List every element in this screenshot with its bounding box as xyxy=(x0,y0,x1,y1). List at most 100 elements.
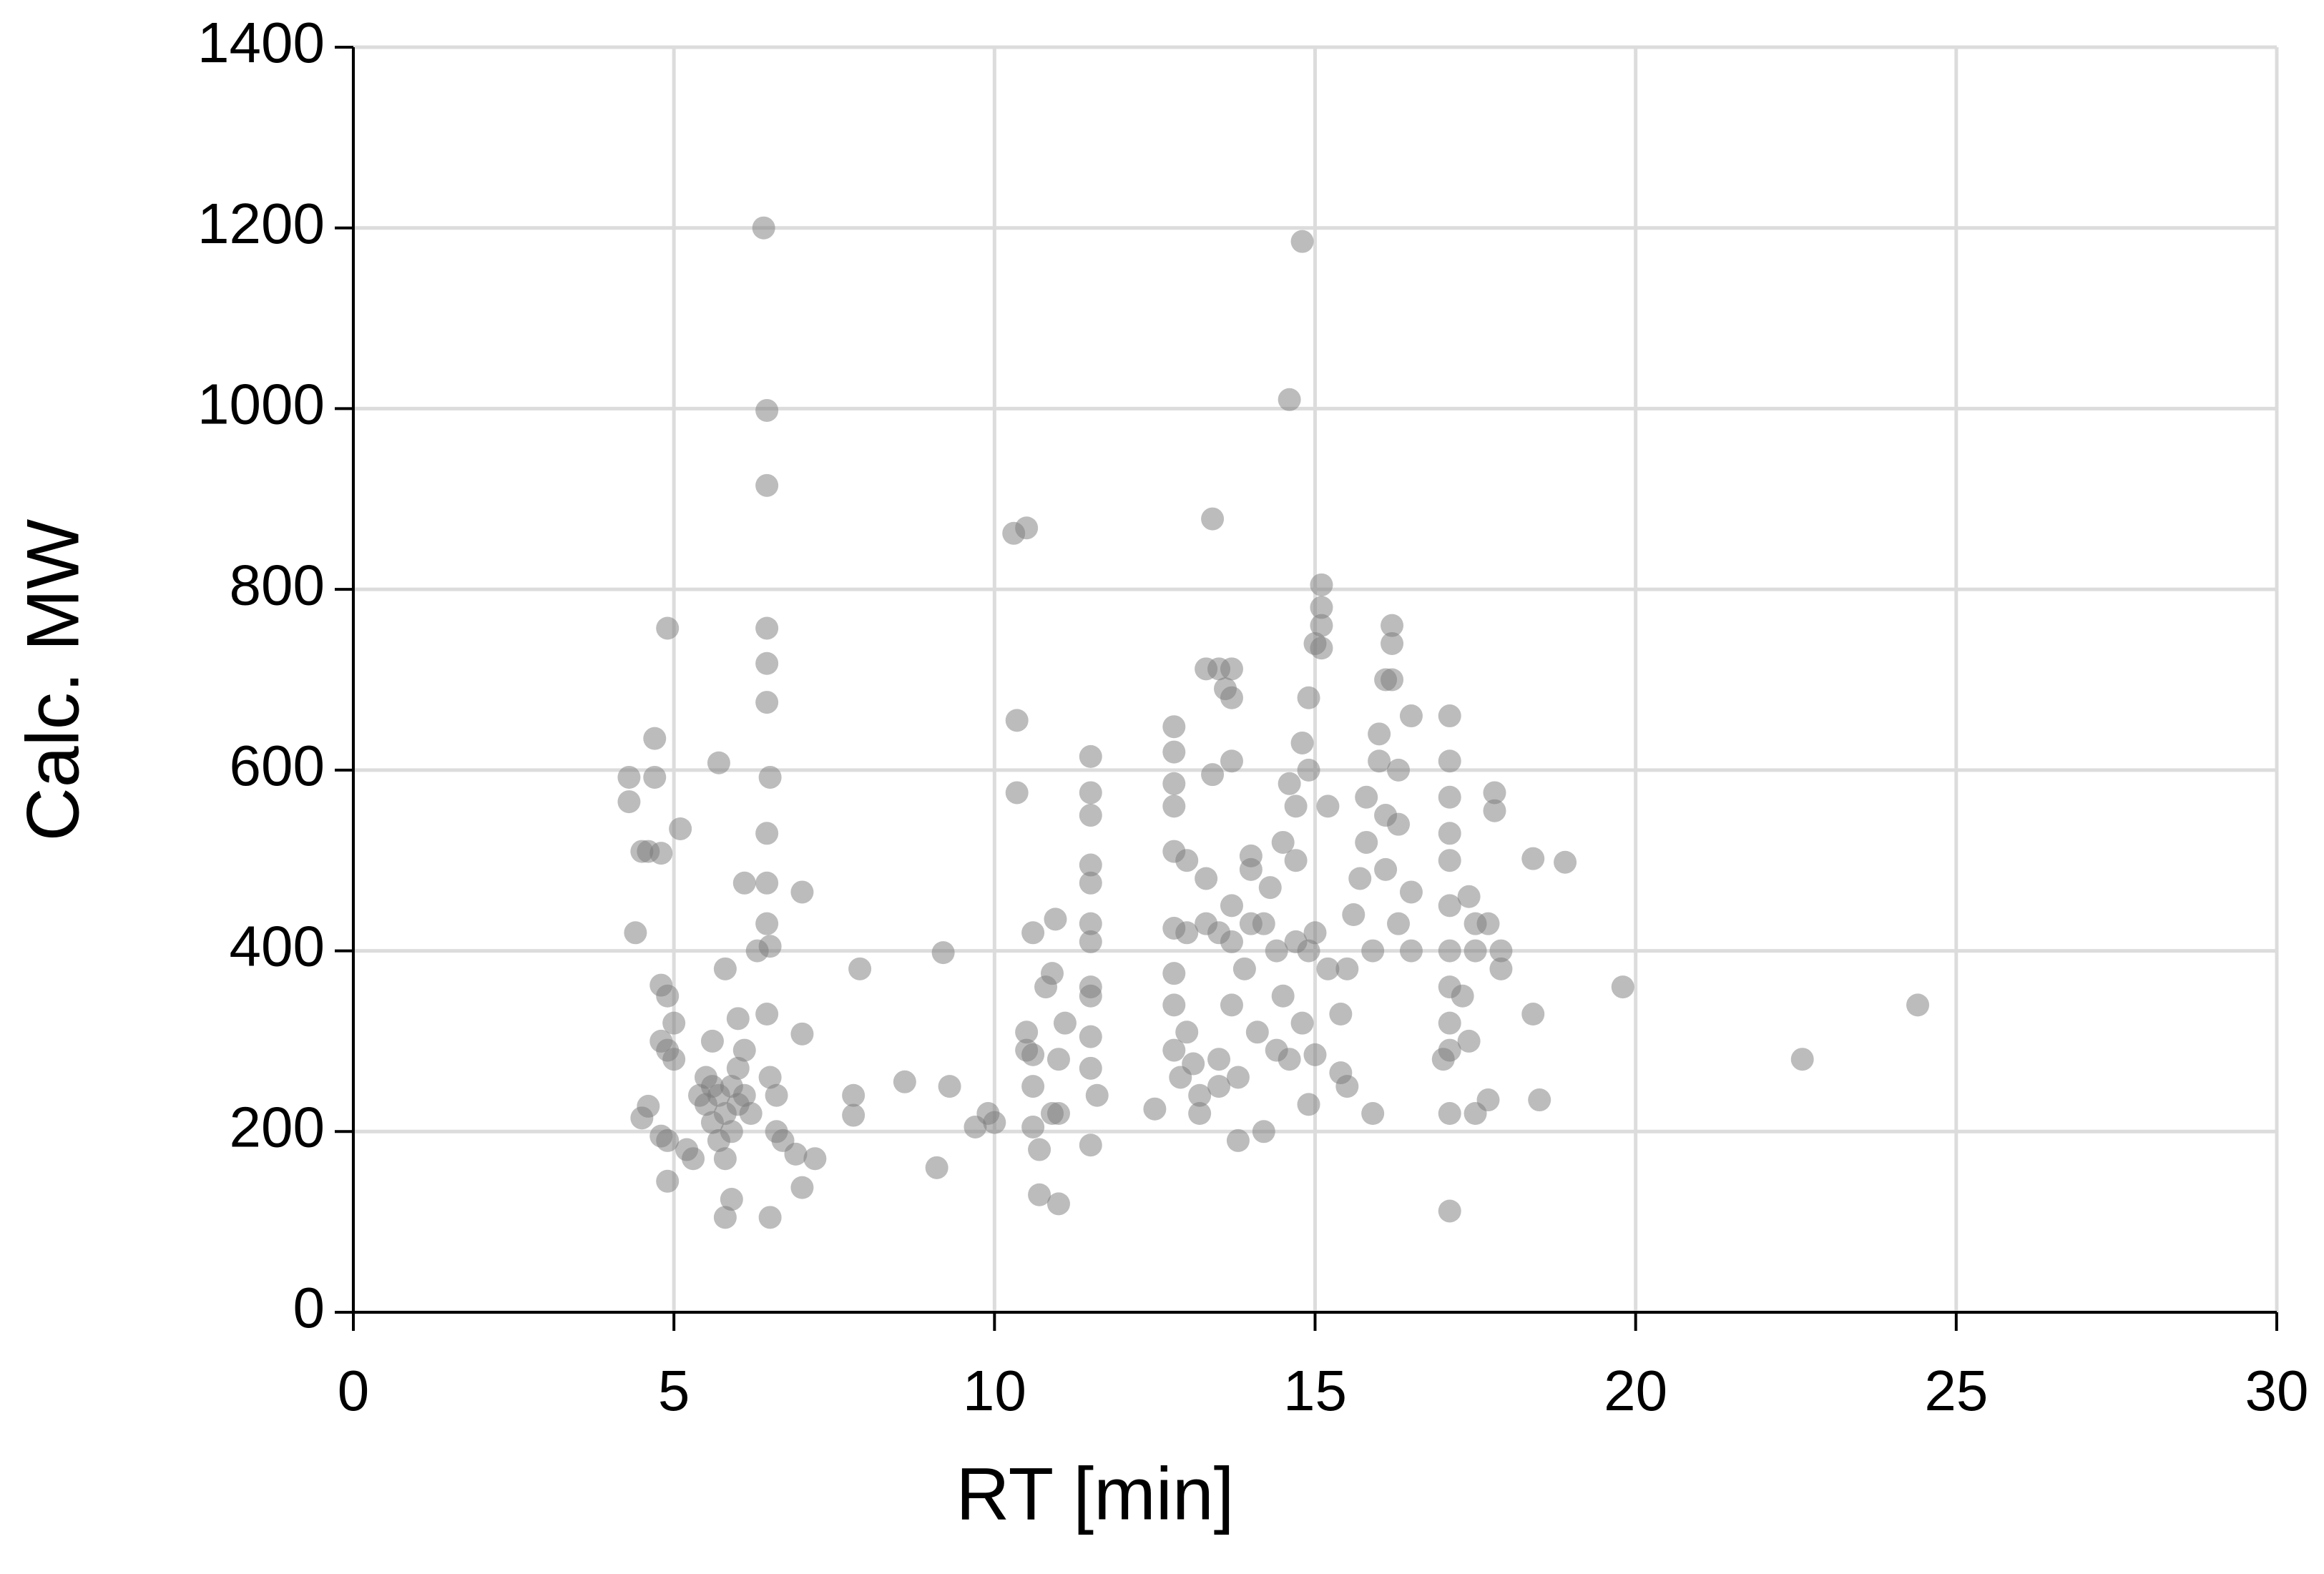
point xyxy=(1290,1011,1314,1035)
point xyxy=(1015,1020,1039,1044)
point xyxy=(790,880,814,904)
point xyxy=(931,941,955,965)
point xyxy=(1041,962,1064,985)
point xyxy=(1162,772,1186,795)
point xyxy=(1278,1048,1301,1071)
point xyxy=(1207,1048,1231,1071)
x-axis-title: RT [min] xyxy=(956,1452,1234,1535)
point xyxy=(1489,939,1513,963)
point xyxy=(1361,1102,1385,1126)
point xyxy=(1361,939,1385,963)
point xyxy=(1284,795,1308,818)
y-tick-label: 1400 xyxy=(197,11,325,74)
point xyxy=(1079,1056,1102,1080)
point xyxy=(758,1206,782,1229)
point xyxy=(1201,763,1225,787)
point xyxy=(1041,1102,1064,1126)
point xyxy=(1310,614,1333,637)
point xyxy=(1252,1120,1275,1143)
point xyxy=(1044,907,1067,931)
point xyxy=(848,957,872,980)
point xyxy=(617,765,641,789)
point xyxy=(1483,799,1506,822)
y-tick-label: 600 xyxy=(230,734,325,797)
point xyxy=(1297,1093,1320,1116)
point xyxy=(656,616,680,640)
point xyxy=(1611,975,1634,999)
point xyxy=(1015,516,1039,540)
point xyxy=(1368,749,1391,773)
point xyxy=(662,1048,686,1071)
point xyxy=(720,1120,743,1143)
point xyxy=(1188,1083,1212,1107)
point xyxy=(842,1103,866,1127)
point xyxy=(1438,894,1461,918)
point xyxy=(1053,1011,1077,1035)
y-tick-label: 1200 xyxy=(197,192,325,255)
point xyxy=(1162,993,1186,1017)
point xyxy=(1316,795,1340,818)
point xyxy=(1355,785,1378,809)
point xyxy=(1381,631,1404,655)
point xyxy=(1906,993,1930,1017)
point xyxy=(1239,857,1262,881)
y-tick-label: 400 xyxy=(230,915,325,978)
point xyxy=(1438,939,1461,963)
x-tick-label: 5 xyxy=(658,1359,690,1422)
x-tick-label: 15 xyxy=(1283,1359,1347,1422)
point xyxy=(1290,230,1314,253)
point xyxy=(1303,1043,1327,1066)
x-tick-label: 0 xyxy=(338,1359,370,1422)
point xyxy=(726,1007,750,1031)
point xyxy=(1079,853,1102,877)
y-axis-title: Calc. MW xyxy=(11,519,94,842)
point xyxy=(842,1083,866,1107)
point xyxy=(1258,876,1282,900)
point xyxy=(1399,704,1423,728)
point xyxy=(1201,507,1225,531)
y-tick-label: 200 xyxy=(230,1095,325,1159)
point xyxy=(1226,1128,1250,1152)
point xyxy=(1226,1066,1250,1089)
point xyxy=(669,817,692,840)
point xyxy=(682,1147,705,1171)
point xyxy=(1021,1043,1045,1066)
point xyxy=(755,691,779,714)
point xyxy=(1143,1097,1167,1121)
point xyxy=(1079,744,1102,768)
x-tick-label: 25 xyxy=(1924,1359,1988,1422)
point xyxy=(1355,830,1378,854)
point xyxy=(1021,1115,1045,1138)
point xyxy=(707,751,730,774)
point xyxy=(1079,781,1102,805)
point xyxy=(1278,772,1301,795)
point xyxy=(1284,849,1308,872)
point xyxy=(1079,1133,1102,1157)
point xyxy=(1175,921,1199,945)
point xyxy=(1329,1003,1353,1026)
point xyxy=(713,1206,737,1229)
point xyxy=(758,1066,782,1089)
point xyxy=(803,1147,827,1171)
point xyxy=(758,935,782,958)
point xyxy=(755,398,779,422)
point xyxy=(656,1169,680,1193)
point xyxy=(1182,1052,1205,1076)
point xyxy=(1175,849,1199,872)
point xyxy=(1528,1088,1551,1112)
point xyxy=(1162,1038,1186,1062)
y-tick-label: 0 xyxy=(293,1276,325,1339)
point xyxy=(732,1083,756,1107)
point xyxy=(1303,921,1327,945)
point xyxy=(1381,668,1404,692)
point xyxy=(1245,1020,1269,1044)
point xyxy=(630,1106,654,1130)
point xyxy=(1271,984,1295,1008)
point xyxy=(1521,1003,1545,1026)
point xyxy=(1278,388,1301,411)
point xyxy=(1162,740,1186,764)
point xyxy=(1316,957,1340,980)
point xyxy=(1297,686,1320,709)
point xyxy=(1374,857,1398,881)
